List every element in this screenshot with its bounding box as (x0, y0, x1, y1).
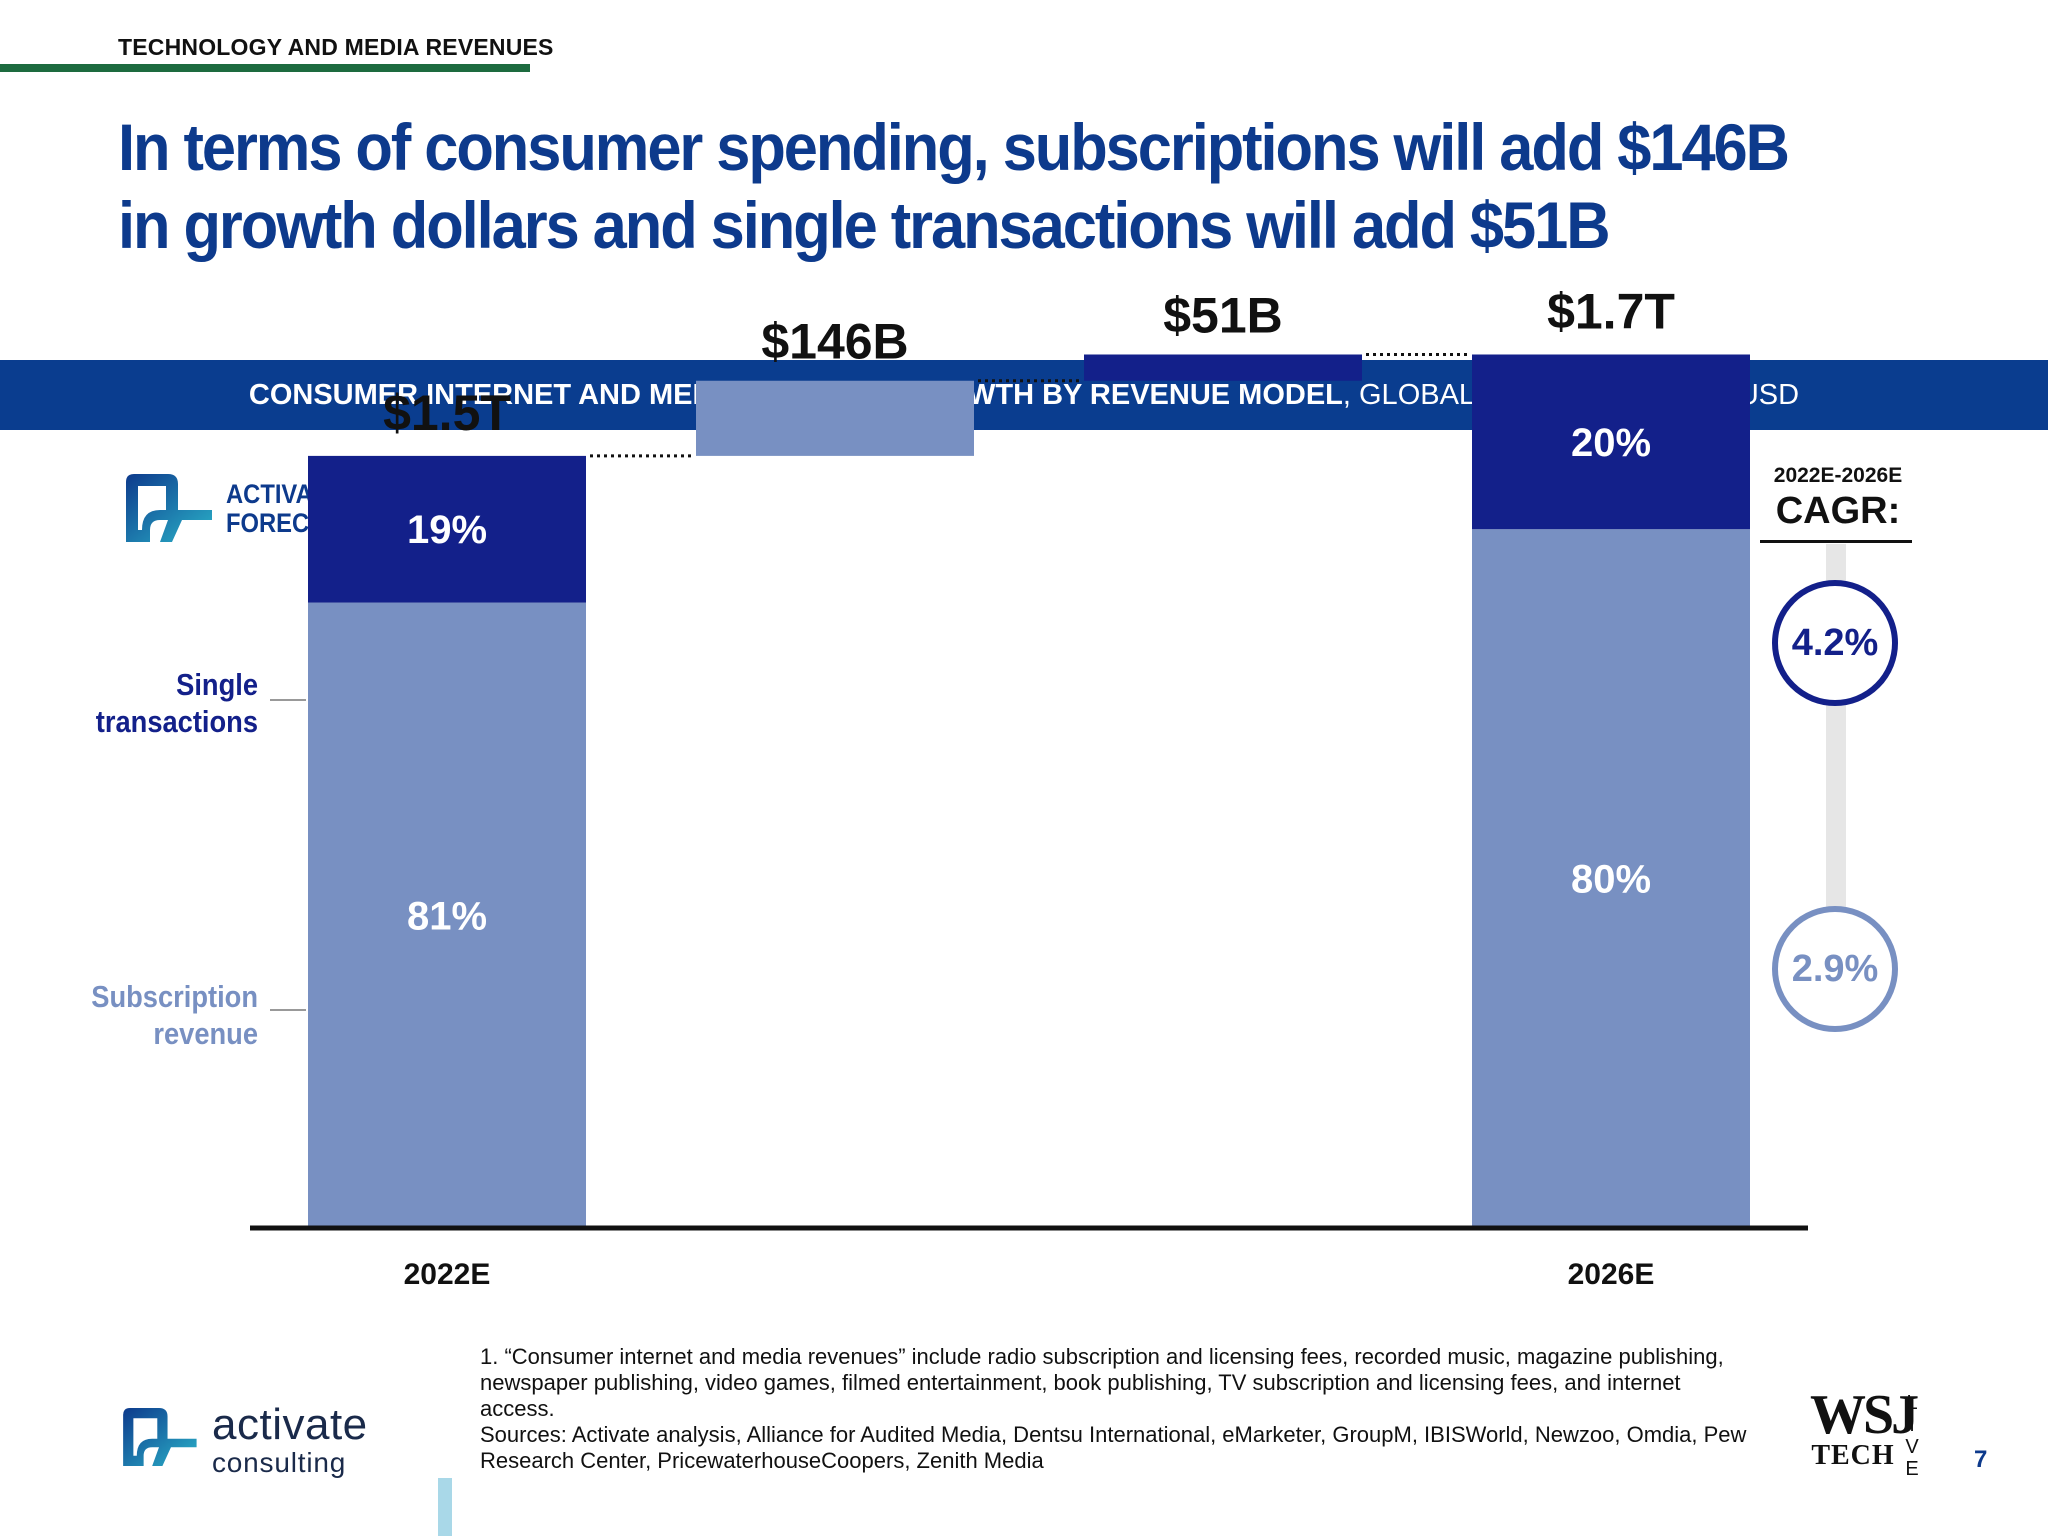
brand-sub: consulting (212, 1447, 347, 1478)
accent-bar (438, 1478, 452, 1536)
delta-label-2: $51B (1163, 287, 1283, 343)
legend-subscription-revenue: Subscription revenue (47, 978, 258, 1052)
activate-forecast-logo-icon (126, 474, 212, 542)
banner-title-tail: GROWTH BY REVENUE MODEL (901, 378, 1343, 411)
bar-2026E-segment-1 (1472, 354, 1750, 530)
legend-single-line2: transactions (95, 704, 259, 739)
footnote-definition: 1. “Consumer internet and media revenues… (480, 1344, 1724, 1421)
x-tick-2022E: 2022E (404, 1258, 491, 1291)
cagr-single-transactions-badge: 4.2% (1772, 580, 1898, 706)
legend-single-transactions: Single transactions (47, 666, 258, 740)
page-title: In terms of consumer spending, subscript… (118, 110, 1790, 262)
wsj-tech-logo: WSJ TECH (1810, 1384, 1919, 1471)
delta-label-1: $146B (761, 314, 908, 370)
revenue-waterfall-chart: 81% 19% $1.5T 2022E $146B $51B 80% 20% $1.7T 2026… (250, 283, 1808, 1291)
legend-subscription-line1: Subscription (91, 979, 258, 1014)
activate-brand-logo-text: activate consulting (212, 1402, 368, 1478)
activate-brand-logo-icon (123, 1407, 197, 1467)
total-label-2022E: $1.5T (383, 385, 511, 441)
section-rule (0, 64, 530, 72)
cagr-range: 2022E-2026E (1773, 464, 1903, 487)
brand-name: activate (212, 1400, 368, 1449)
bar-2022E-segment-1 (308, 455, 586, 603)
footnote-sources: Sources: Activate analysis, Alliance for… (480, 1422, 1747, 1473)
delta-bar-2 (1084, 354, 1362, 381)
segment-label-2022E-1: 19% (407, 508, 487, 552)
legend-single-line1: Single (176, 667, 258, 702)
cagr-subscription-badge: 2.9% (1772, 906, 1898, 1032)
bar-2026E-segment-0 (1472, 529, 1750, 1228)
total-label-2026E: $1.7T (1547, 283, 1675, 339)
cagr-label: CAGR: (1775, 490, 1901, 532)
page-number: 7 (1974, 1446, 1988, 1473)
cagr-divider (1760, 540, 1912, 543)
x-tick-2026E: 2026E (1568, 1258, 1655, 1291)
footnote: 1. “Consumer internet and media revenues… (480, 1344, 1750, 1474)
wsj-logo-bottom: TECH (1811, 1440, 1895, 1471)
legend-subscription-line2: revenue (153, 1016, 258, 1051)
segment-label-2022E-0: 81% (407, 894, 487, 938)
section-label: TECHNOLOGY AND MEDIA REVENUES (118, 34, 554, 60)
bar-2022E-segment-0 (308, 602, 586, 1228)
segment-label-2026E-0: 80% (1571, 858, 1651, 902)
segment-label-2026E-1: 20% (1571, 421, 1651, 465)
wsj-logo-top: WSJ (1810, 1384, 1919, 1446)
cagr-header: 2022E-2026E CAGR: (1758, 464, 1918, 533)
delta-bar-1 (696, 380, 974, 456)
